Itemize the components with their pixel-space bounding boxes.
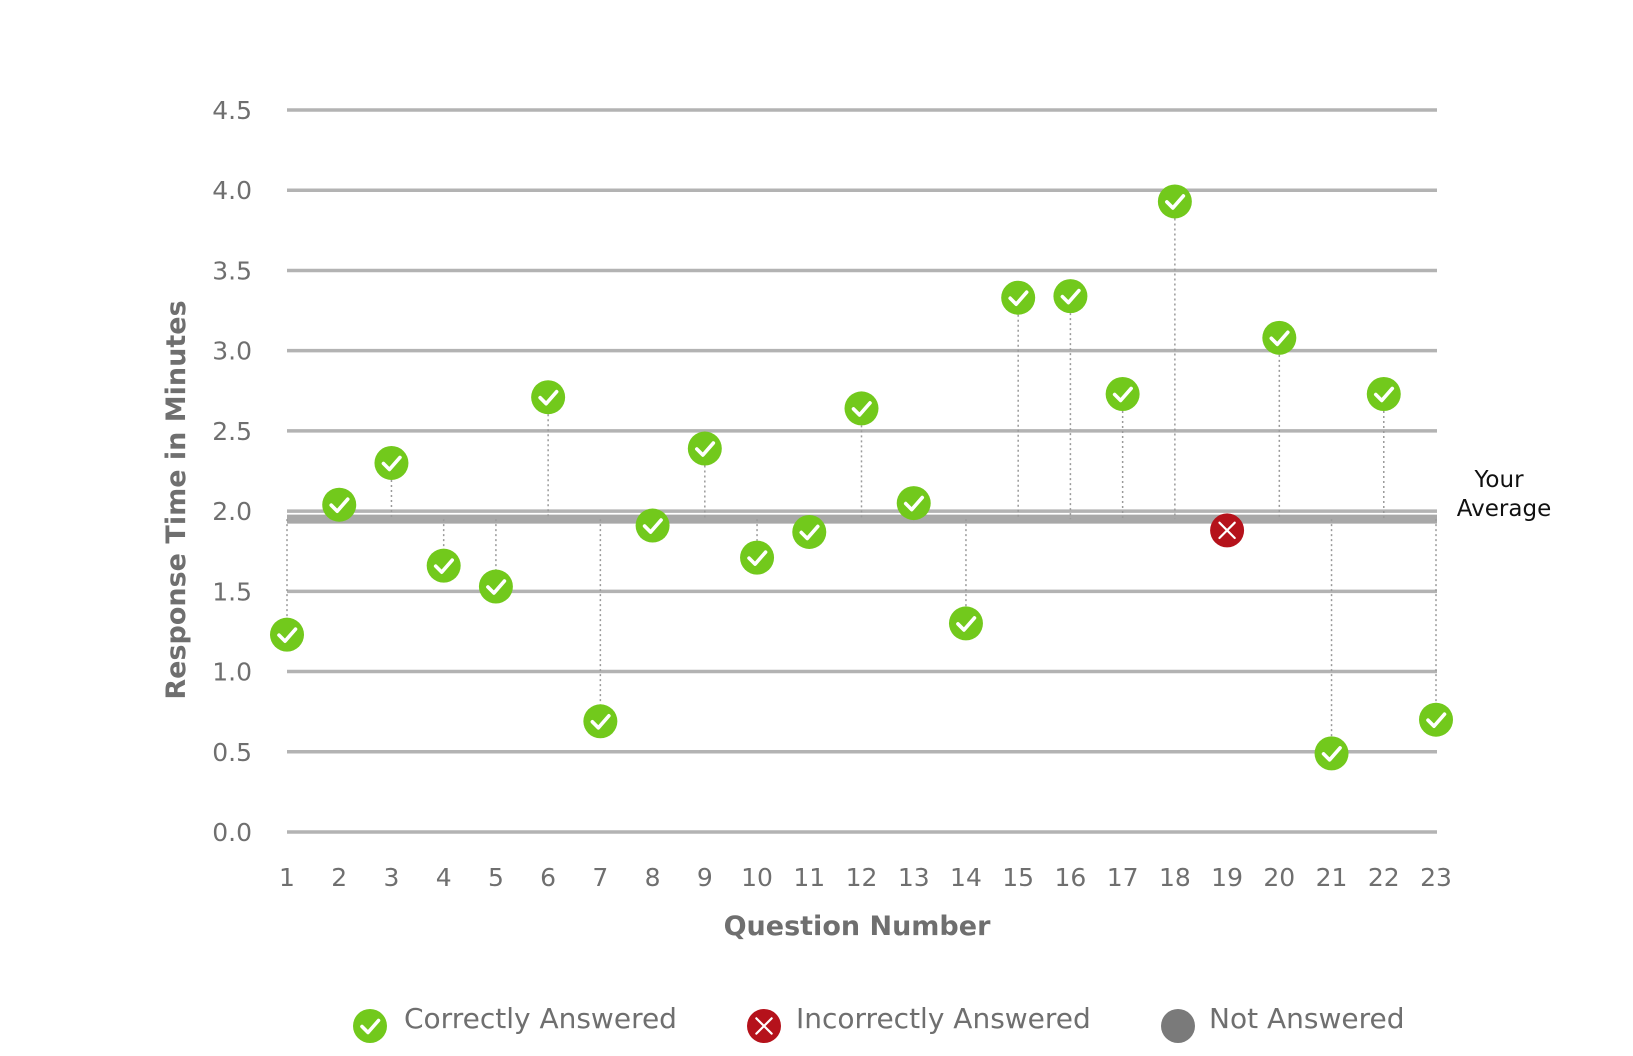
y-tick-label: 4.5 — [212, 96, 252, 125]
data-point-correct — [426, 548, 461, 583]
data-point-correct — [1105, 376, 1140, 411]
data-point-correct — [270, 617, 304, 652]
y-tick-label: 3.0 — [212, 337, 252, 366]
legend-check-mark — [353, 1009, 387, 1043]
y-axis-ticks: 0.0 0.5 1.0 1.5 2.0 2.5 3.0 3.5 4.0 4.5 — [212, 96, 252, 847]
data-points — [270, 184, 1453, 771]
drop-lines — [286, 218, 1437, 737]
y-tick-label: 0.5 — [212, 738, 252, 767]
x-tick-label: 15 — [1002, 863, 1034, 892]
data-point-correct — [1001, 280, 1036, 315]
y-axis-title: Response Time in Minutes — [161, 300, 192, 699]
legend-gray-dot — [1161, 1009, 1195, 1043]
x-tick-label: 10 — [741, 863, 773, 892]
y-tick-label: 2.0 — [212, 497, 252, 526]
data-point-correct — [948, 606, 983, 641]
data-point-correct — [374, 445, 409, 480]
data-point-correct — [1366, 376, 1401, 411]
data-point-correct — [792, 514, 827, 549]
check-icon — [353, 1009, 387, 1043]
legend-item-not-answered: Not Answered — [1161, 1002, 1404, 1043]
legend-label-incorrect: Incorrectly Answered — [796, 1002, 1091, 1035]
x-tick-label: 1 — [279, 863, 295, 892]
x-axis-title: Question Number — [724, 911, 991, 942]
x-tick-label: 5 — [488, 863, 504, 892]
average-label-line2: Average — [1457, 496, 1551, 522]
x-tick-label: 17 — [1107, 863, 1139, 892]
x-tick-label: 20 — [1263, 863, 1295, 892]
y-tick-label: 0.0 — [212, 818, 252, 847]
x-tick-label: 4 — [436, 863, 452, 892]
data-point-correct — [1262, 320, 1297, 355]
data-point-correct — [531, 380, 566, 415]
x-tick-label: 8 — [645, 863, 661, 892]
x-tick-label: 18 — [1159, 863, 1191, 892]
legend-item-correct: Correctly Answered — [353, 1002, 677, 1043]
legend: Correctly Answered Incorrectly Answered … — [353, 1002, 1404, 1043]
data-point-correct — [740, 540, 775, 575]
x-tick-label: 9 — [697, 863, 713, 892]
x-tick-label: 21 — [1316, 863, 1348, 892]
data-point-incorrect — [1210, 513, 1245, 548]
y-tick-label: 1.5 — [212, 577, 252, 606]
legend-item-incorrect: Incorrectly Answered — [747, 1002, 1091, 1043]
gray-dot-icon — [1161, 1009, 1195, 1043]
data-point-correct — [635, 508, 670, 543]
x-tick-label: 12 — [846, 863, 878, 892]
x-tick-label: 11 — [793, 863, 825, 892]
y-tick-label: 4.0 — [212, 176, 252, 205]
x-mark-icon — [747, 1009, 781, 1043]
x-tick-label: 14 — [950, 863, 982, 892]
legend-label-correct: Correctly Answered — [404, 1002, 677, 1035]
x-tick-label: 7 — [592, 863, 608, 892]
legend-x-mark — [747, 1009, 781, 1043]
x-tick-label: 23 — [1420, 863, 1452, 892]
data-point-correct — [1157, 184, 1192, 219]
x-tick-label: 22 — [1368, 863, 1400, 892]
x-axis-ticks: 1 2 3 4 5 6 7 8 9 10 11 12 13 14 15 16 17 18 19 20 21 22 23 — [279, 863, 1452, 892]
average-label-line1: Your — [1473, 467, 1524, 493]
data-point-correct — [322, 487, 357, 522]
y-tick-label: 2.5 — [212, 417, 252, 446]
data-point-correct — [478, 569, 513, 604]
data-point-correct — [1419, 702, 1453, 737]
legend-label-not-answered: Not Answered — [1209, 1002, 1404, 1035]
x-tick-label: 16 — [1055, 863, 1087, 892]
data-point-correct — [687, 431, 722, 466]
y-tick-label: 1.0 — [212, 658, 252, 687]
x-tick-label: 19 — [1211, 863, 1243, 892]
data-point-correct — [1053, 279, 1088, 314]
x-tick-label: 13 — [898, 863, 930, 892]
data-point-correct — [583, 704, 618, 739]
x-tick-label: 2 — [331, 863, 347, 892]
data-point-correct — [896, 486, 931, 521]
data-point-correct — [1314, 736, 1349, 771]
x-tick-label: 3 — [384, 863, 400, 892]
data-point-correct — [844, 391, 879, 426]
y-tick-label: 3.5 — [212, 256, 252, 285]
x-tick-label: 6 — [540, 863, 556, 892]
